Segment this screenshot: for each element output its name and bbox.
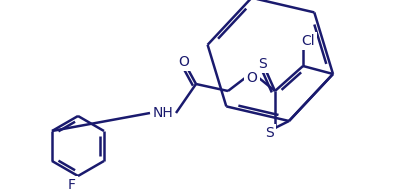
Text: S: S — [265, 126, 274, 140]
Text: O: O — [178, 55, 189, 69]
Text: O: O — [246, 71, 257, 85]
Text: NH: NH — [152, 106, 173, 120]
Text: F: F — [68, 178, 76, 192]
Text: S: S — [258, 57, 267, 71]
Text: Cl: Cl — [301, 34, 314, 48]
